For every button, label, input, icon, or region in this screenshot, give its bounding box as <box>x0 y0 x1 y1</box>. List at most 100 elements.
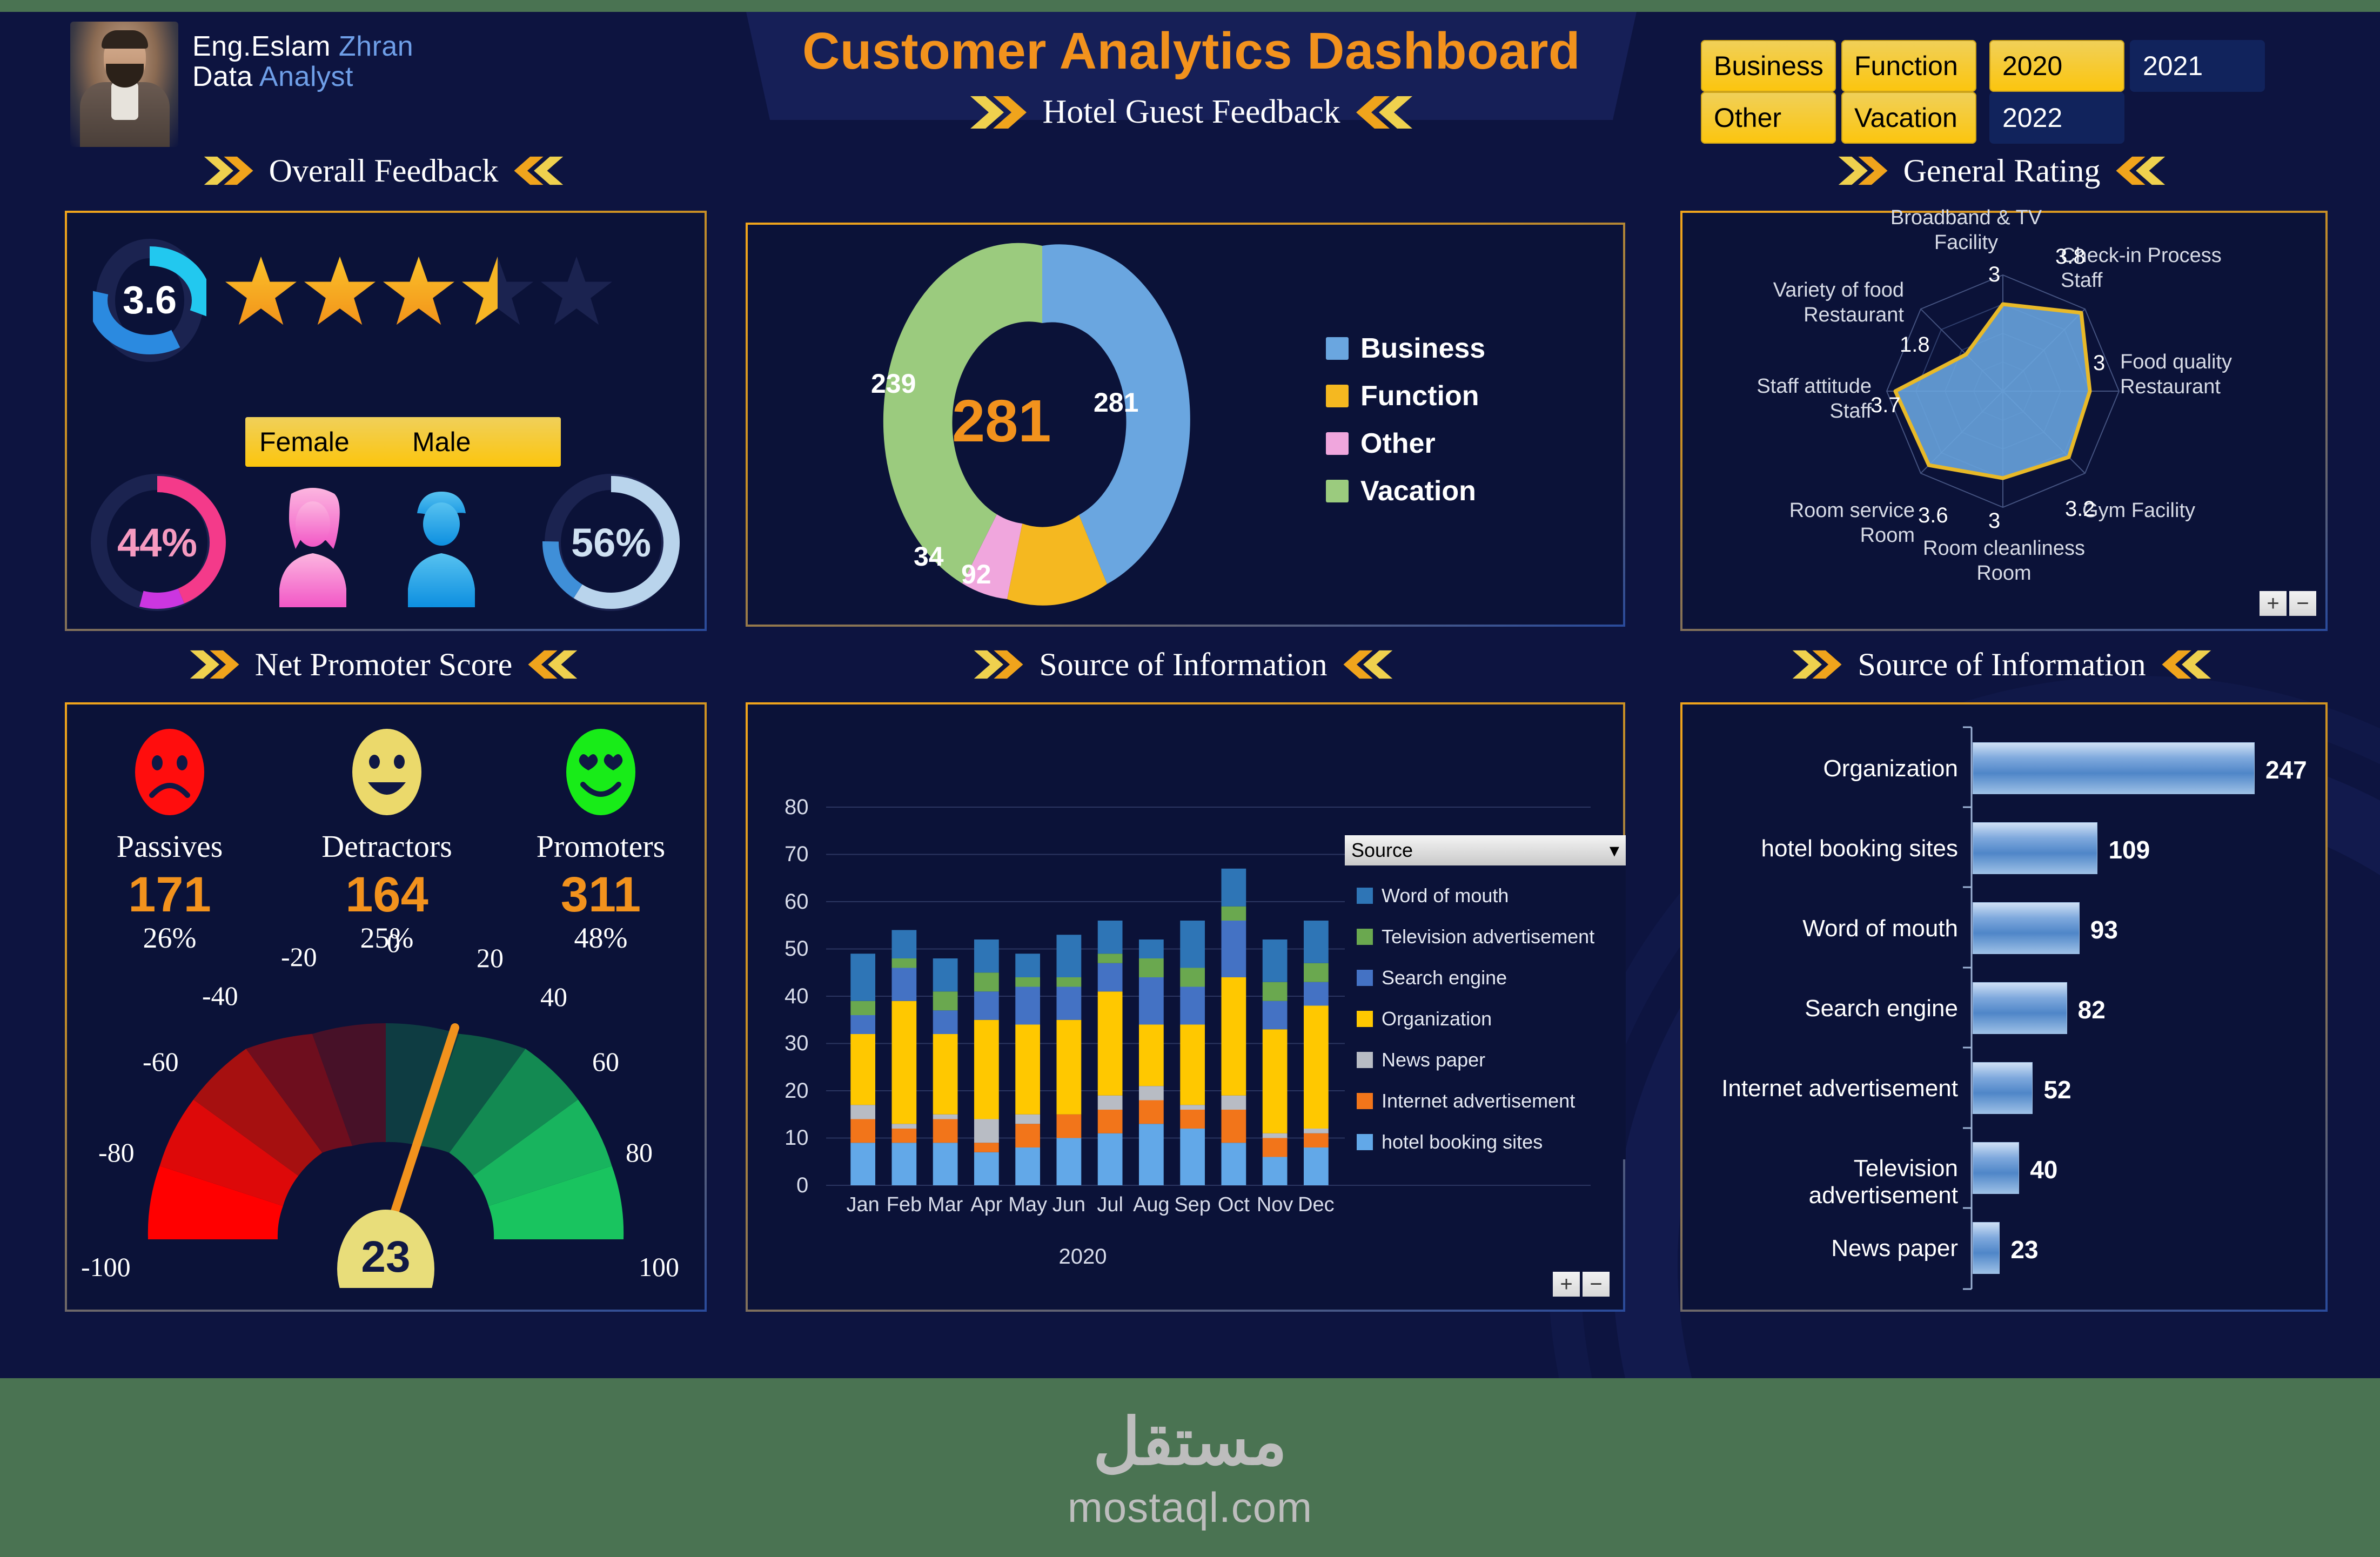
bar-segment[interactable] <box>850 1143 875 1185</box>
bar-segment[interactable] <box>850 1001 875 1015</box>
bar-segment[interactable] <box>1304 1005 1329 1129</box>
source-dropdown[interactable]: Source ▾ <box>1345 835 1626 865</box>
filter-buttons-group[interactable]: Business Function 2020 2021 Other Vacati… <box>1701 40 2265 144</box>
bar-segment[interactable] <box>1056 935 1082 977</box>
bar-segment[interactable] <box>1139 958 1164 977</box>
source-legend-item[interactable]: News paper <box>1357 1039 1626 1080</box>
bar-segment[interactable] <box>891 1124 917 1129</box>
bar-segment[interactable] <box>850 1015 875 1034</box>
bar-segment[interactable] <box>1056 977 1082 987</box>
bar-segment[interactable] <box>974 991 999 1020</box>
bar-segment[interactable] <box>891 1001 917 1124</box>
bar-segment[interactable] <box>1262 982 1288 1001</box>
filter-year-2021[interactable]: 2021 <box>2130 40 2265 92</box>
bar-segment[interactable] <box>974 939 999 973</box>
bar-segment[interactable] <box>1015 1147 1040 1185</box>
zoom-out-button[interactable]: − <box>2289 591 2316 616</box>
bar-segment[interactable] <box>1262 1133 1288 1138</box>
bar-segment[interactable] <box>933 1119 958 1143</box>
bar-segment[interactable] <box>1221 906 1246 921</box>
bar-segment[interactable] <box>933 958 958 992</box>
bar-segment[interactable] <box>891 1129 917 1143</box>
source-legend-item[interactable]: hotel booking sites <box>1357 1122 1626 1163</box>
zoom-in-button[interactable]: + <box>1553 1272 1580 1297</box>
radar-zoom-controls[interactable]: + − <box>2260 591 2316 616</box>
bar-segment[interactable] <box>1015 1124 1040 1147</box>
hbar[interactable] <box>1973 902 2080 954</box>
bar-segment[interactable] <box>1221 977 1246 1096</box>
bar-segment[interactable] <box>891 1143 917 1185</box>
bar-segment[interactable] <box>1097 991 1123 1096</box>
bar-segment[interactable] <box>1015 977 1040 987</box>
source-legend-item[interactable]: Word of mouth <box>1357 875 1626 916</box>
bar-segment[interactable] <box>1180 1105 1205 1110</box>
source-legend-item[interactable]: Search engine <box>1357 957 1626 998</box>
filter-year-2022[interactable]: 2022 <box>1989 92 2124 144</box>
hbar[interactable] <box>1973 982 2067 1034</box>
filter-other[interactable]: Other <box>1701 92 1836 144</box>
bar-segment[interactable] <box>1056 1114 1082 1138</box>
bar-segment[interactable] <box>1180 986 1205 1025</box>
bar-segment[interactable] <box>1262 1138 1288 1157</box>
filter-business[interactable]: Business <box>1701 40 1836 92</box>
hbar[interactable] <box>1973 1062 2033 1114</box>
bar-segment[interactable] <box>1221 1095 1246 1110</box>
bar-segment[interactable] <box>1097 921 1123 954</box>
bar-segment[interactable] <box>1015 1114 1040 1124</box>
bar-segment[interactable] <box>1304 921 1329 963</box>
bar-segment[interactable] <box>1262 1157 1288 1186</box>
bar-segment[interactable] <box>1097 954 1123 963</box>
bar-segment[interactable] <box>1304 1133 1329 1147</box>
bar-segment[interactable] <box>850 1105 875 1119</box>
bar-segment[interactable] <box>1139 1086 1164 1100</box>
bar-segment[interactable] <box>1139 1100 1164 1124</box>
chevron-down-icon[interactable]: ▾ <box>1609 839 1619 861</box>
filter-function[interactable]: Function <box>1841 40 1976 92</box>
general-rating-radar-chart[interactable] <box>1682 213 2323 627</box>
gender-button-male[interactable]: Male <box>398 417 561 467</box>
bar-segment[interactable] <box>1139 1024 1164 1086</box>
bar-segment[interactable] <box>1262 1029 1288 1133</box>
visit-purpose-donut-chart[interactable] <box>813 238 1272 610</box>
bar-segment[interactable] <box>933 991 958 1011</box>
bar-segment[interactable] <box>1304 1147 1329 1185</box>
bar-segment[interactable] <box>974 1119 999 1143</box>
legend-item[interactable]: Function <box>1326 372 1485 420</box>
gender-button-female[interactable]: Female <box>245 417 408 467</box>
zoom-in-button[interactable]: + <box>2260 591 2287 616</box>
bar-segment[interactable] <box>1097 963 1123 992</box>
bar-segment[interactable] <box>1015 1024 1040 1115</box>
bar-segment[interactable] <box>1056 1019 1082 1115</box>
bar-segment[interactable] <box>1221 1110 1246 1143</box>
hbar[interactable] <box>1973 1142 2020 1194</box>
bar-segment[interactable] <box>1180 968 1205 987</box>
bar-segment[interactable] <box>1180 921 1205 968</box>
bar-segment[interactable] <box>1139 977 1164 1025</box>
bar-segment[interactable] <box>933 1034 958 1115</box>
bar-segment[interactable] <box>1304 963 1329 982</box>
bar-segment[interactable] <box>1221 868 1246 907</box>
bar-segment[interactable] <box>1139 1124 1164 1185</box>
bar-segment[interactable] <box>850 1119 875 1143</box>
bar-segment[interactable] <box>1097 1110 1123 1133</box>
filter-year-2020[interactable]: 2020 <box>1989 40 2124 92</box>
hbar[interactable] <box>1973 822 2098 874</box>
legend-item[interactable]: Business <box>1326 325 1485 372</box>
bar-segment[interactable] <box>974 1152 999 1185</box>
hbar[interactable] <box>1973 1222 2000 1274</box>
bar-segment[interactable] <box>1180 1129 1205 1185</box>
bar-segment[interactable] <box>891 930 917 959</box>
filter-vacation[interactable]: Vacation <box>1841 92 1976 144</box>
bar-segment[interactable] <box>933 1114 958 1119</box>
bar-segment[interactable] <box>1304 1129 1329 1133</box>
bar-segment[interactable] <box>850 954 875 1001</box>
bar-segment[interactable] <box>1262 939 1288 982</box>
bar-segment[interactable] <box>1056 986 1082 1020</box>
bar-segment[interactable] <box>974 1143 999 1152</box>
source-legend-item[interactable]: Television advertisement <box>1357 916 1626 957</box>
bar-segment[interactable] <box>933 1143 958 1185</box>
source-legend-item[interactable]: Internet advertisement <box>1357 1080 1626 1122</box>
bar-segment[interactable] <box>891 958 917 968</box>
nps-gauge-chart[interactable] <box>99 985 672 1288</box>
legend-item[interactable]: Other <box>1326 420 1485 467</box>
